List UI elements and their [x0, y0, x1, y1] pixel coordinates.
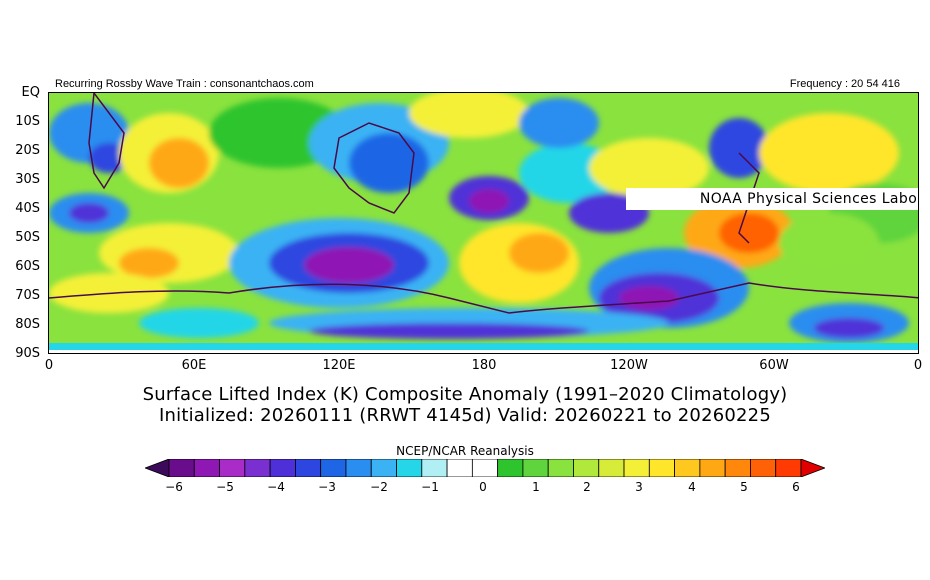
header-frequency: Frequency : 20 54 416 [789, 78, 900, 90]
lon-label-120w: 120W [610, 358, 648, 373]
colorbar-label: 4 [688, 480, 696, 494]
lat-label-40s: 40S [15, 201, 40, 216]
colorbar-label: −1 [421, 480, 439, 494]
colorbar-swatch [497, 459, 524, 477]
colorbar-swatch [573, 459, 600, 477]
lat-label-30s: 30S [15, 172, 40, 187]
lon-label-180: 180 [471, 358, 497, 373]
colorbar-label: −4 [267, 480, 285, 494]
lat-label-60s: 60S [15, 259, 40, 274]
colorbar-swatch [168, 459, 195, 477]
colorbar-swatch [775, 459, 802, 477]
colorbar-swatch [699, 459, 726, 477]
colorbar-label: 5 [740, 480, 748, 494]
colorbar-swatch [648, 459, 676, 477]
colorbar-swatch [674, 459, 701, 477]
colorbar-arrow-high [800, 459, 825, 477]
title-line-2: Initialized: 20260111 (RRWT 4145d) Valid… [159, 405, 771, 426]
lon-label-0: 0 [44, 358, 54, 373]
colorbar-title: NCEP/NCAR Reanalysis [396, 444, 534, 458]
colorbar-swatch [320, 459, 347, 477]
lat-label-80s: 80S [15, 317, 40, 332]
lon-label-120e: 120E [322, 358, 356, 373]
colorbar-swatch [522, 459, 549, 477]
colorbar-swatch [750, 459, 777, 477]
colorbar-swatch [370, 459, 397, 477]
title-line-1: Surface Lifted Index (K) Composite Anoma… [142, 384, 788, 405]
colorbar-label: −3 [318, 480, 336, 494]
colorbar-swatch [193, 459, 220, 477]
lat-label-90s: 90S [15, 346, 40, 361]
colorbar-label: 1 [532, 480, 540, 494]
colorbar-swatch [396, 459, 423, 477]
colorbar-label: −6 [165, 480, 183, 494]
lab-label: NOAA Physical Sciences Laboratory [626, 188, 918, 210]
anomaly-map: NOAA Physical Sciences Laboratory [48, 92, 919, 354]
colorbar-label: −5 [216, 480, 234, 494]
colorbar-label: 6 [792, 480, 800, 494]
colorbar-label: 3 [635, 480, 643, 494]
colorbar-swatch [345, 459, 372, 477]
colorbar-swatch [219, 459, 246, 477]
colorbar-swatch [623, 459, 650, 477]
lat-label-50s: 50S [15, 230, 40, 245]
colorbar-swatch [421, 459, 448, 477]
colorbar-swatch [294, 459, 322, 477]
lon-label-60w: 60W [759, 358, 789, 373]
colorbar [145, 459, 825, 477]
lat-label-20s: 20S [15, 143, 40, 158]
colorbar-swatch [471, 459, 499, 477]
lat-label-70s: 70S [15, 288, 40, 303]
colorbar-label: 2 [583, 480, 591, 494]
lat-label-eq: EQ [21, 85, 40, 100]
header-credit: Recurring Rossby Wave Train : consonantc… [55, 78, 314, 90]
lat-label-10s: 10S [15, 114, 40, 129]
lon-label-0-end: 0 [913, 358, 923, 373]
anomaly-field [49, 93, 918, 353]
lon-label-60e: 60E [181, 358, 207, 373]
colorbar-swatch [244, 459, 271, 477]
colorbar-swatch [446, 459, 473, 477]
colorbar-swatch [269, 459, 296, 477]
colorbar-swatch [547, 459, 574, 477]
colorbar-arrow-low [145, 459, 170, 477]
colorbar-label: 0 [479, 480, 487, 494]
colorbar-swatch [598, 459, 625, 477]
colorbar-swatch [724, 459, 751, 477]
colorbar-label: −2 [370, 480, 388, 494]
